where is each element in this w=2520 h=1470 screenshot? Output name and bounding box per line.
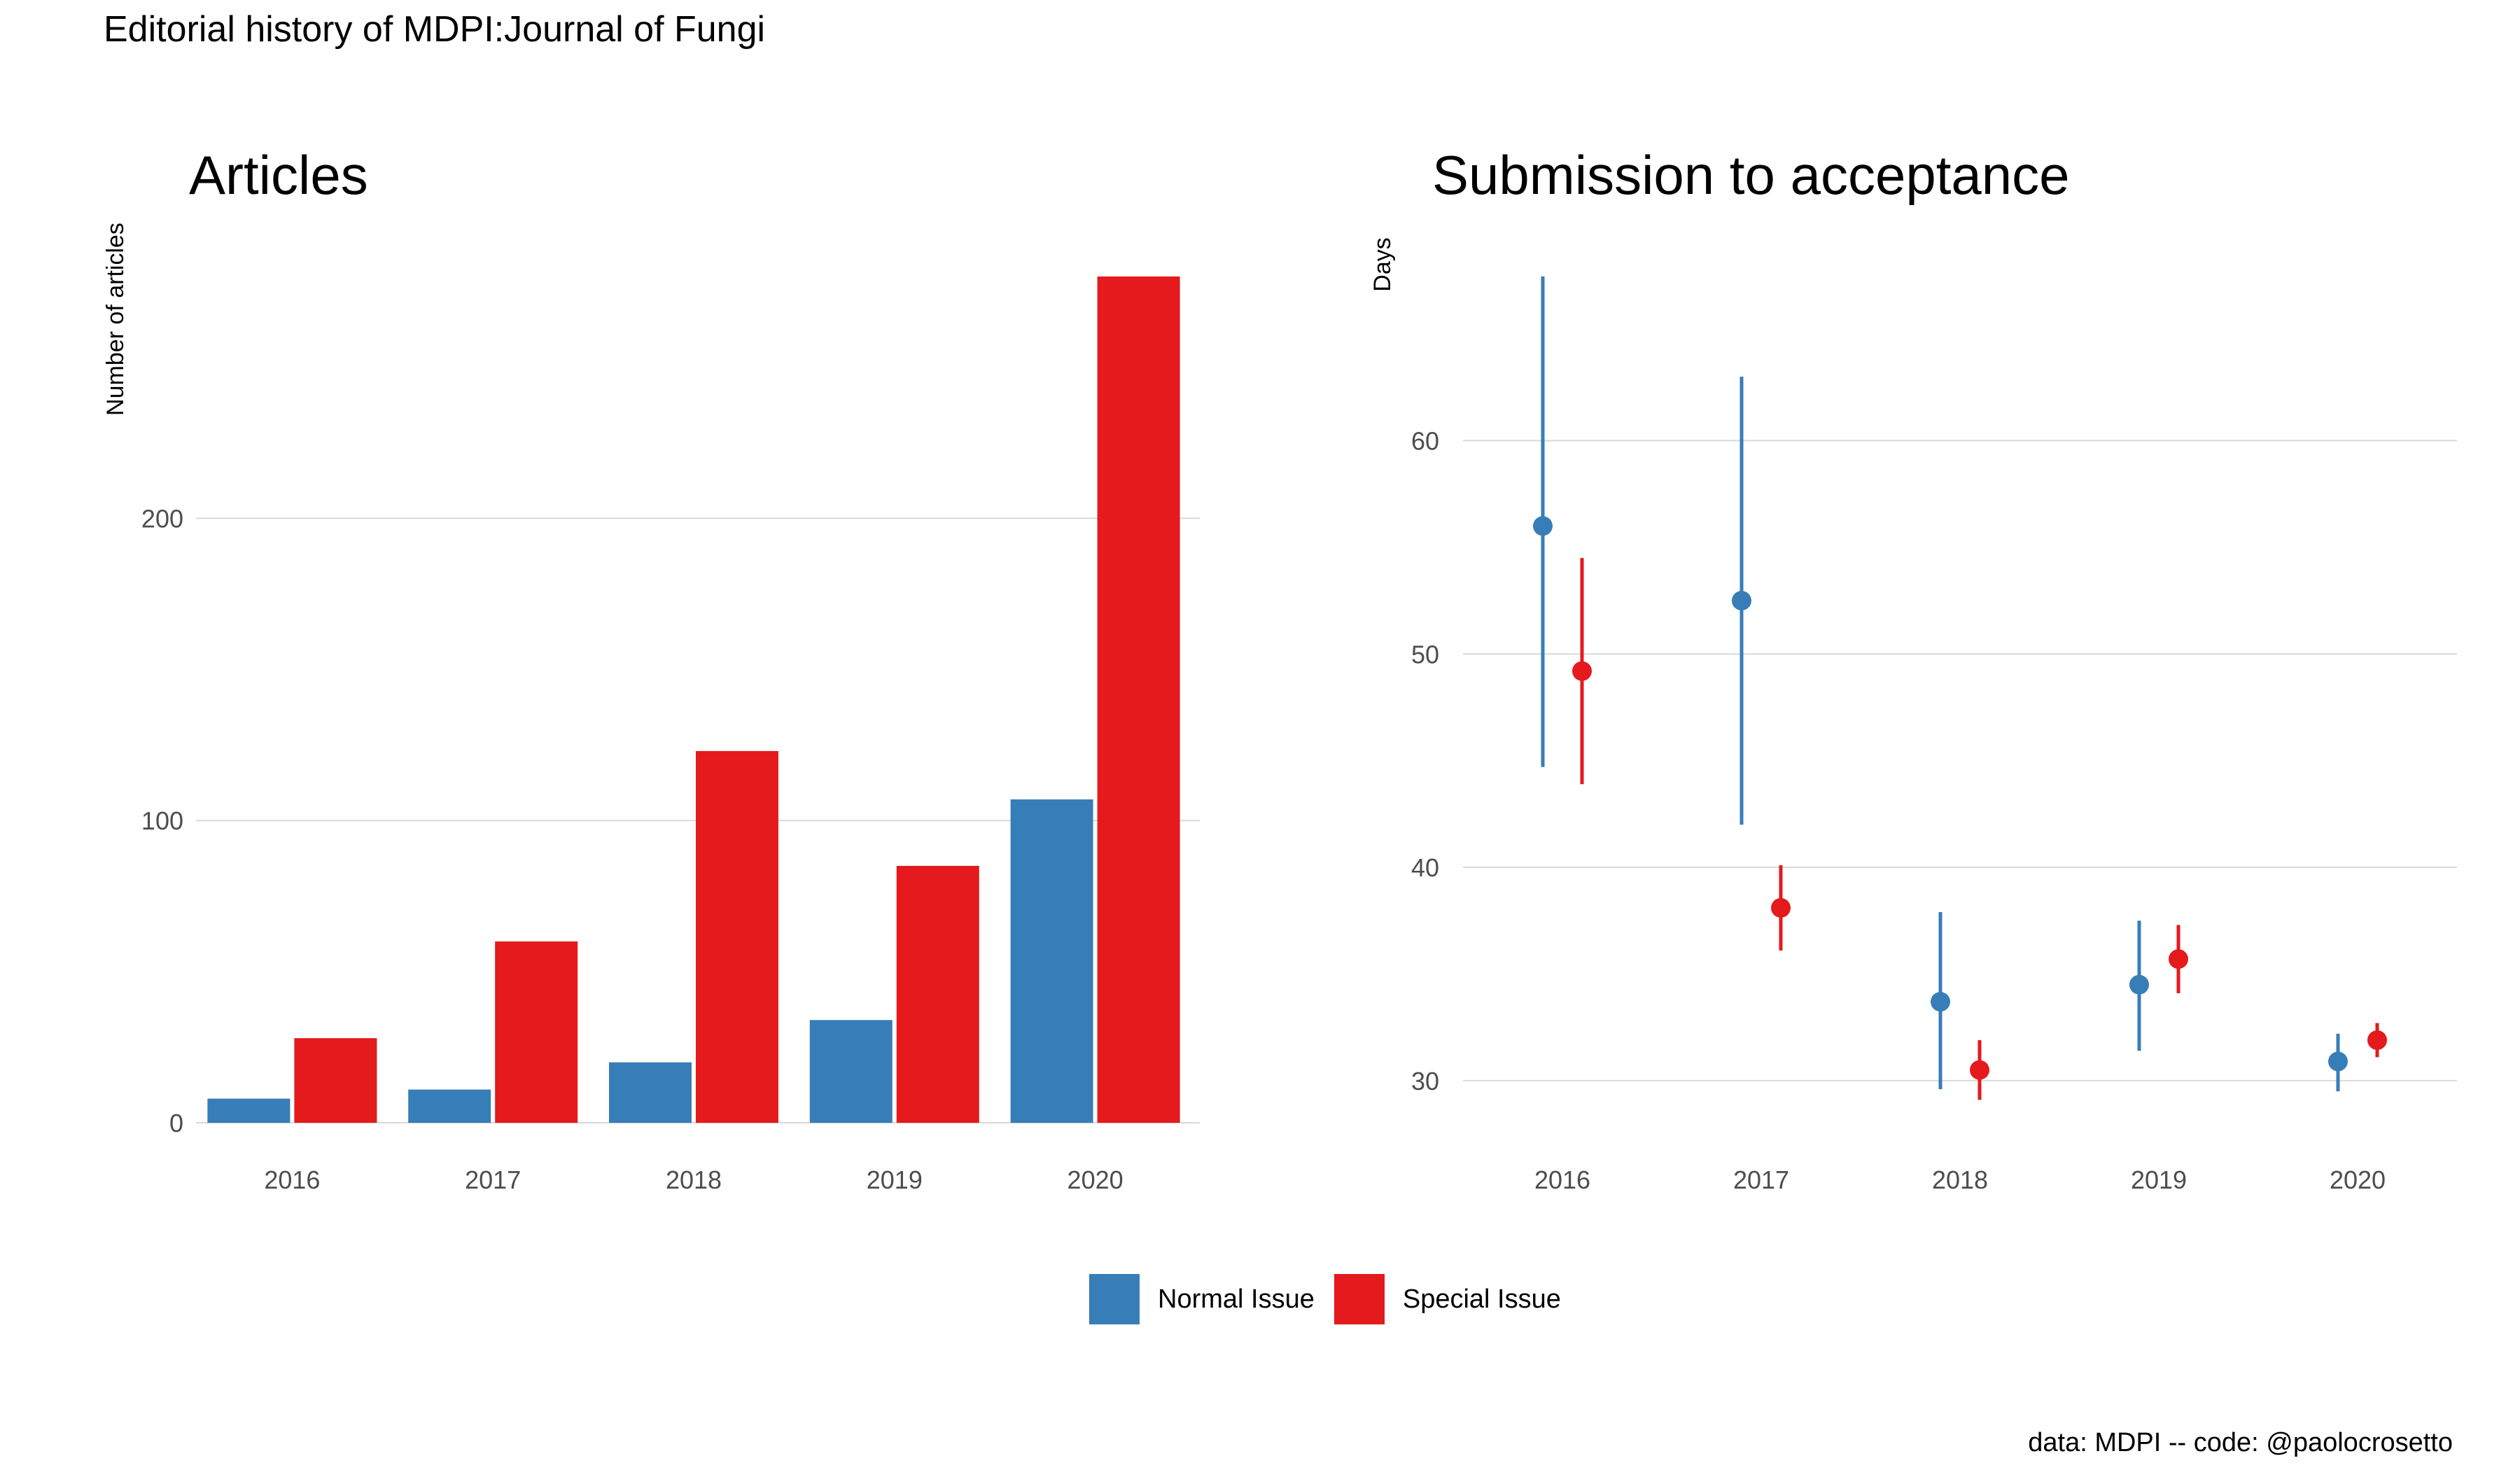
point-normal-2020 [2328, 1051, 2348, 1072]
acceptance-pointrange-chart: 30 40 50 60 2016 2017 2018 2019 2020 Days [1369, 237, 2457, 1194]
bar-special-2020 [1097, 276, 1180, 1123]
y-tick-label: 100 [141, 806, 183, 835]
point-normal-2016 [1533, 516, 1553, 536]
point-special-2016 [1572, 661, 1592, 681]
point-special-2020 [2367, 1030, 2387, 1050]
legend-key-normal [1089, 1274, 1140, 1324]
bar-special-2017 [495, 941, 578, 1123]
bar-special-2019 [896, 865, 979, 1123]
x-tick-label: 2020 [2330, 1166, 2386, 1194]
legend-item-special: Special Issue [1334, 1274, 1561, 1324]
articles-panel-title: Articles [189, 144, 368, 206]
y-tick-label: 30 [1411, 1067, 1439, 1096]
point-special-2019 [2169, 949, 2188, 969]
x-tick-label: 2016 [1534, 1166, 1590, 1194]
legend-item-normal: Normal Issue [1089, 1274, 1315, 1324]
bar-normal-2019 [809, 1020, 892, 1123]
x-tick-label: 2018 [666, 1166, 722, 1194]
bar-special-2018 [696, 750, 778, 1123]
bar-special-2016 [294, 1038, 377, 1123]
y-tick-label: 200 [141, 504, 183, 533]
point-normal-2018 [1931, 992, 1950, 1012]
y-axis-label: Days [1369, 237, 1396, 291]
point-special-2017 [1771, 897, 1791, 918]
x-tick-label: 2016 [264, 1166, 320, 1194]
caption: data: MDPI -- code: @paolocrosetto [2028, 1428, 2453, 1457]
x-tick-label: 2018 [1932, 1166, 1988, 1194]
articles-bar-chart: 0 100 200 2016 2017 2018 2019 2020 Number of art… [102, 223, 1200, 1194]
point-special-2018 [1970, 1060, 1989, 1080]
acceptance-panel-title: Submission to acceptance [1432, 144, 2070, 206]
bar-normal-2018 [609, 1062, 692, 1123]
y-axis-label: Number of articles [102, 223, 129, 416]
bar-normal-2017 [408, 1089, 491, 1123]
legend: Normal Issue Special Issue [1089, 1274, 1581, 1324]
legend-label-normal: Normal Issue [1158, 1284, 1315, 1314]
x-tick-label: 2019 [867, 1166, 923, 1194]
y-tick-label: 40 [1411, 853, 1439, 882]
y-tick-label: 50 [1411, 640, 1439, 668]
x-tick-label: 2017 [465, 1166, 521, 1194]
x-tick-label: 2017 [1733, 1166, 1789, 1194]
bar-normal-2020 [1010, 799, 1093, 1123]
point-normal-2017 [1732, 591, 1751, 611]
legend-key-special [1334, 1274, 1385, 1324]
y-tick-label: 0 [169, 1109, 183, 1138]
legend-label-special: Special Issue [1402, 1284, 1561, 1314]
x-tick-label: 2019 [2131, 1166, 2187, 1194]
bar-normal-2016 [207, 1098, 290, 1123]
x-tick-label: 2020 [1068, 1166, 1124, 1194]
y-tick-label: 60 [1411, 427, 1439, 456]
figure-title: Editorial history of MDPI:Journal of Fun… [104, 9, 766, 50]
point-normal-2019 [2129, 974, 2149, 995]
